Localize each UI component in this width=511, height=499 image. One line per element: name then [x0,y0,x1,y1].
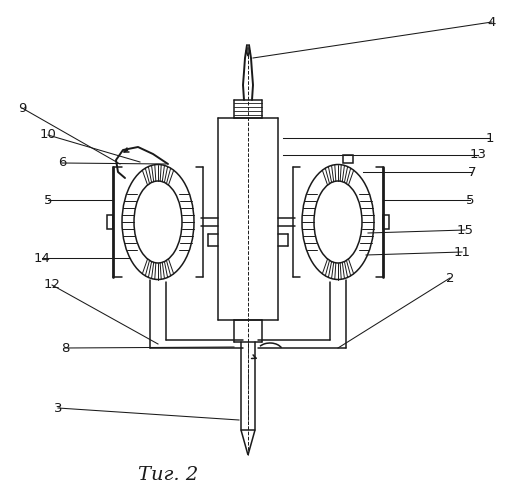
Text: 8: 8 [61,341,69,354]
Text: 1: 1 [486,132,494,145]
Text: 5: 5 [466,194,474,207]
Text: Τиг. 2: Τиг. 2 [138,466,198,484]
Text: 11: 11 [453,246,471,258]
Bar [383,215,389,229]
Text: 10: 10 [39,129,56,142]
Text: 5: 5 [44,194,52,207]
Text: 15: 15 [456,224,474,237]
Text: 2: 2 [446,271,454,284]
Text: 13: 13 [470,149,486,162]
Text: 7: 7 [468,166,476,179]
Text: 12: 12 [43,278,60,291]
Text: 9: 9 [18,101,26,114]
Text: 14: 14 [34,251,51,264]
Text: 6: 6 [58,157,66,170]
Bar [107,215,113,229]
Text: 3: 3 [54,402,62,415]
Text: 4: 4 [488,15,496,28]
Bar [343,155,353,163]
